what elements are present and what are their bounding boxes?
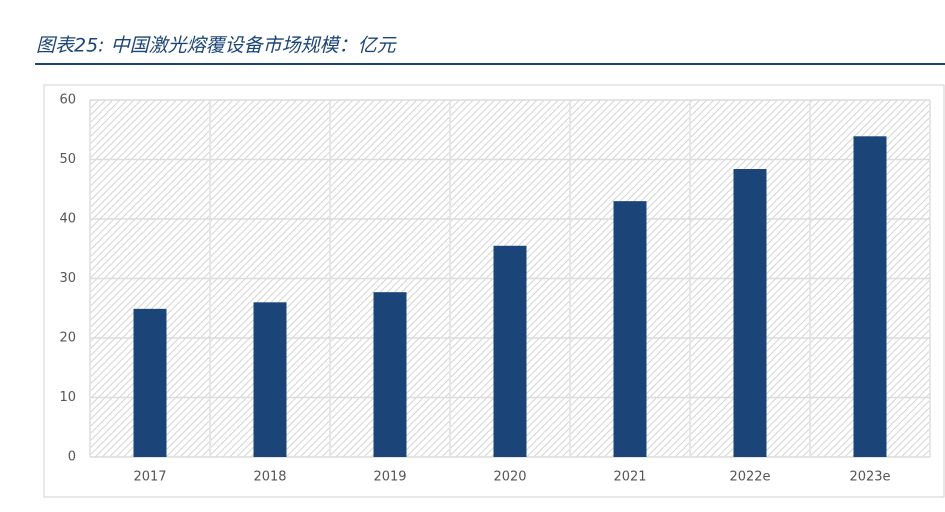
bar xyxy=(733,169,767,457)
x-tick-label: 2022e xyxy=(729,470,770,485)
y-tick-label: 20 xyxy=(59,331,76,346)
bar xyxy=(493,245,527,457)
chart-title: 图表25: 中国激光熔覆设备市场规模：亿元 xyxy=(36,35,398,57)
bar xyxy=(133,308,167,457)
x-tick-label: 2019 xyxy=(373,470,406,485)
bar xyxy=(253,302,287,457)
bar xyxy=(613,201,647,457)
chart-frame xyxy=(43,84,945,498)
y-tick-label: 10 xyxy=(59,390,76,405)
x-tick-label: 2020 xyxy=(493,470,526,485)
bar xyxy=(853,136,887,458)
y-tick-label: 0 xyxy=(68,450,76,465)
x-tick-label: 2023e xyxy=(849,470,890,485)
bar xyxy=(373,292,407,457)
y-tick-label: 40 xyxy=(59,212,76,227)
x-tick-label: 2018 xyxy=(253,470,286,485)
y-tick-label: 60 xyxy=(59,93,76,108)
y-tick-label: 50 xyxy=(59,152,76,167)
y-tick-label: 30 xyxy=(59,271,76,286)
x-tick-label: 2021 xyxy=(613,470,646,485)
x-tick-label: 2017 xyxy=(133,470,166,485)
